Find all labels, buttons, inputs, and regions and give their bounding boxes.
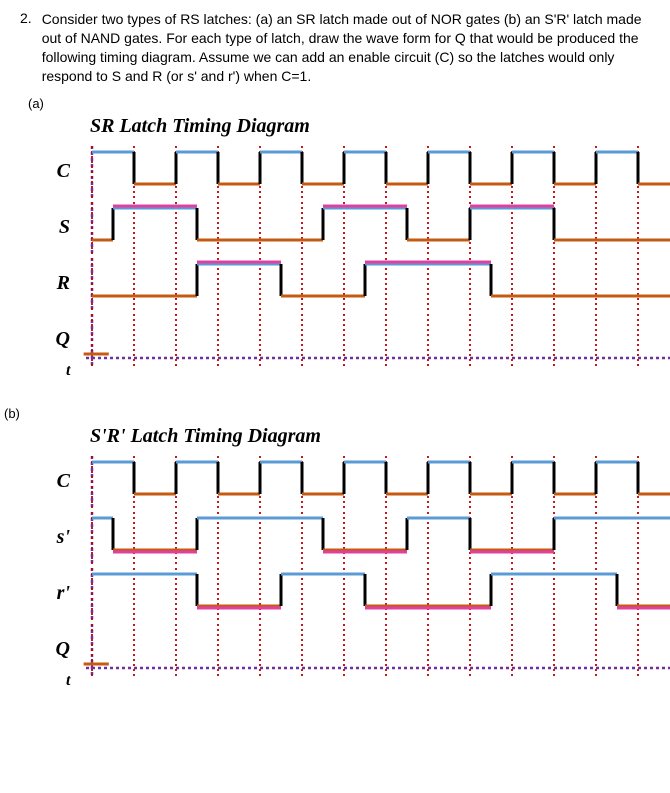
signal-s'	[80, 510, 670, 566]
problem-statement: 2. Consider two types of RS latches: (a)…	[20, 10, 650, 86]
signal-row: C	[20, 454, 650, 510]
signal-C	[80, 144, 670, 200]
signal-row: Q	[20, 312, 650, 368]
signal-label: Q	[20, 328, 80, 351]
signal-r'	[80, 566, 670, 622]
signal-R	[80, 256, 670, 312]
signal-label: Q	[20, 638, 80, 661]
signal-label: r'	[20, 582, 80, 605]
signal-row: C	[20, 144, 650, 200]
signal-label: C	[20, 160, 80, 183]
signal-row: s'	[20, 510, 650, 566]
signal-label: C	[20, 470, 80, 493]
signal-label: S	[20, 216, 80, 239]
part-label: (a)	[28, 96, 650, 111]
signal-Q	[80, 622, 670, 678]
chart-title: S'R' Latch Timing Diagram	[90, 425, 650, 448]
problem-body: Consider two types of RS latches: (a) an…	[42, 10, 650, 86]
signal-row: S	[20, 200, 650, 256]
part-label: (b)	[4, 406, 650, 421]
timing-diagram: (b)S'R' Latch Timing DiagramCs'r'Qt	[20, 406, 650, 690]
signal-row: r'	[20, 566, 650, 622]
signal-label: R	[20, 272, 80, 295]
signal-row: R	[20, 256, 650, 312]
signal-S	[80, 200, 670, 256]
signal-Q	[80, 312, 670, 368]
timing-diagram: (a)SR Latch Timing DiagramCSRQt	[20, 96, 650, 380]
signal-row: Q	[20, 622, 650, 678]
problem-number: 2.	[20, 10, 32, 86]
signal-C	[80, 454, 670, 510]
chart-title: SR Latch Timing Diagram	[90, 115, 650, 138]
signal-label: s'	[20, 526, 80, 549]
